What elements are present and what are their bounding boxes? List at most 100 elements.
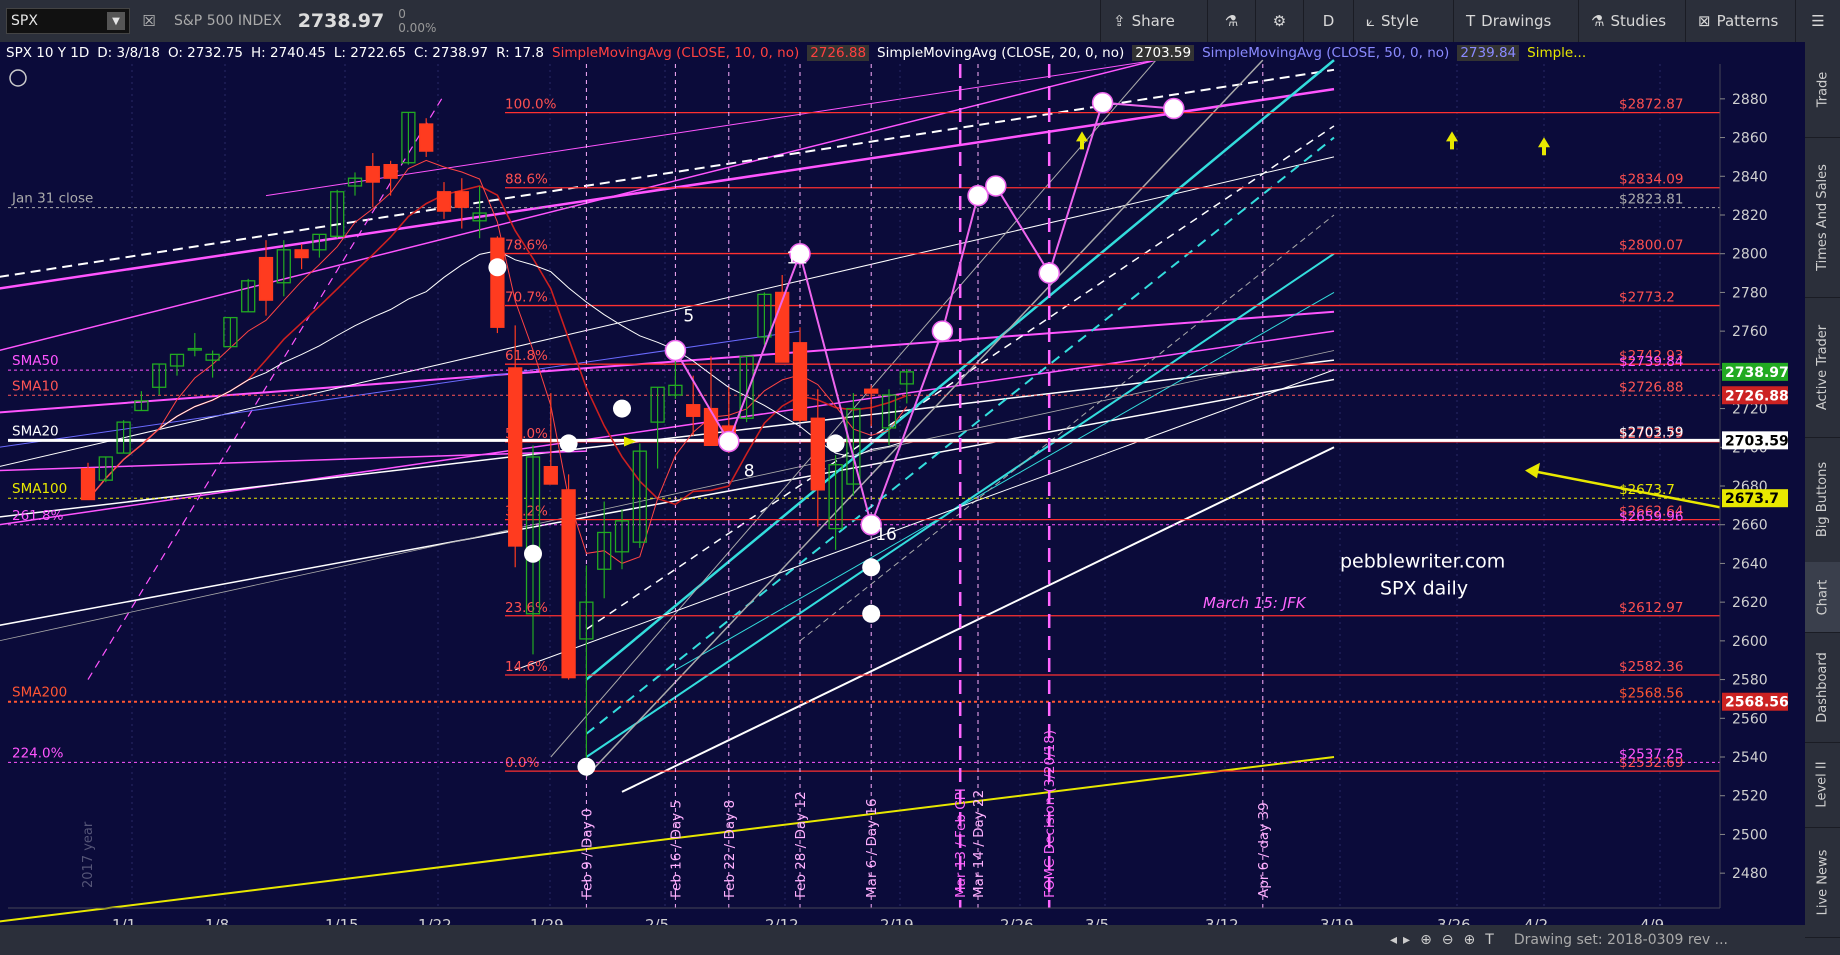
style-button[interactable]: ⟀ Style: [1353, 0, 1453, 42]
fib-price-label: $2800.07: [1619, 238, 1683, 254]
tab-times-and-sales[interactable]: Times And Sales: [1805, 137, 1840, 298]
style-icon: ⟀: [1366, 12, 1375, 30]
crosshair-icon[interactable]: ⊕: [1420, 932, 1432, 948]
tab-level-ii[interactable]: Level II: [1805, 742, 1840, 828]
tab-live-news-label: Live News: [1815, 849, 1830, 915]
level-price-label: $2568.56: [1619, 686, 1683, 702]
tab-dashboard[interactable]: Dashboard: [1805, 632, 1840, 743]
candle-body: [525, 456, 541, 615]
candle-body: [757, 293, 772, 338]
fib-label: 78.6%: [505, 238, 548, 254]
event-label: Mar 14 / Day 22: [971, 790, 987, 898]
marker-dot: [862, 604, 881, 623]
high-label: H: 2740.45: [251, 45, 326, 61]
level-price-label: $2703.59: [1619, 424, 1683, 440]
scroll-left-icon[interactable]: ◂: [1390, 932, 1398, 948]
sma10-label[interactable]: SimpleMovingAvg (CLOSE, 10, 0, no): [552, 45, 800, 61]
candle-body: [579, 601, 594, 640]
fib-label: 14.6%: [505, 659, 548, 675]
candle-body: [365, 165, 380, 183]
fib-label: 88.6%: [505, 172, 548, 188]
x-tick-label: 1/22: [418, 916, 452, 925]
x-tick-label: 3/5: [1085, 916, 1109, 925]
scroll-right-icon[interactable]: ▸: [1403, 932, 1411, 948]
drawing-set-label[interactable]: Drawing set: 2018-0309 rev ...: [1513, 932, 1728, 948]
candle-body: [152, 363, 167, 388]
chevron-down-icon[interactable]: ▼: [107, 12, 125, 30]
symbol-selector[interactable]: SPX ▼: [6, 8, 130, 34]
tab-trade[interactable]: Trade: [1805, 42, 1840, 138]
fib-price-label: $2742.93: [1619, 348, 1683, 364]
fib-label: 100.0%: [505, 97, 557, 113]
candle-body: [169, 353, 185, 367]
patterns-button[interactable]: ⊠ Patterns: [1685, 0, 1795, 42]
candle-body: [187, 347, 202, 351]
candle-body: [419, 123, 434, 152]
sma20-label[interactable]: SimpleMovingAvg (CLOSE, 20, 0, no): [877, 45, 1125, 61]
candle-body: [472, 212, 487, 222]
up-arrow-icon: [1446, 131, 1458, 150]
candle-body: [686, 404, 701, 417]
timeframe-label: D: [1322, 12, 1335, 30]
candle-body: [330, 191, 345, 237]
candle-body: [846, 407, 861, 485]
projection-marker: [967, 184, 989, 207]
x-tick-label: 2/26: [1000, 916, 1034, 925]
price-chart[interactable]: 100.0% $2872.87 88.6% $2834.09 78.6% $2800.07…: [0, 42, 1805, 925]
candle-body: [347, 177, 363, 187]
sma50-value: 2739.84: [1457, 45, 1520, 61]
flask-button[interactable]: ⚗: [1207, 0, 1255, 42]
index-name: S&P 500 INDEX: [174, 13, 282, 29]
level-price-label: $2823.81: [1619, 192, 1683, 208]
tab-live-news[interactable]: Live News: [1805, 827, 1840, 938]
trend-lines: [0, 59, 1335, 923]
sma50-label[interactable]: SimpleMovingAvg (CLOSE, 50, 0, no): [1202, 45, 1450, 61]
tab-chart[interactable]: Chart: [1805, 562, 1840, 633]
studies-button[interactable]: ⚗ Studies: [1578, 0, 1685, 42]
candle-body: [703, 407, 719, 446]
event-label: Feb 22 / Day 8: [722, 800, 738, 898]
event-label: Feb 28 / Day 12: [793, 791, 809, 898]
candle-body: [241, 280, 256, 313]
candle-body: [80, 467, 96, 501]
fib-price-label: $2872.87: [1619, 97, 1683, 113]
event-label: Feb 16 / Day 5: [668, 800, 684, 898]
wave-label-16: 16: [875, 525, 897, 545]
projection-marker: [860, 513, 882, 536]
tab-times-and-sales-label: Times And Sales: [1815, 163, 1830, 271]
text-icon[interactable]: T: [1485, 932, 1494, 948]
level-price-label: $2726.88: [1619, 379, 1683, 395]
style-label: Style: [1381, 12, 1419, 30]
event-label: Feb 9 / Day 0: [579, 809, 595, 898]
price-change: 0 0.00%: [398, 7, 436, 35]
share-button[interactable]: ⇪ Share: [1100, 0, 1207, 42]
drawings-button[interactable]: T Drawings: [1453, 0, 1578, 42]
close-icon[interactable]: ☒: [142, 12, 156, 30]
zoom-in-icon[interactable]: ⊕: [1463, 932, 1476, 948]
menu-button[interactable]: ☰: [1795, 0, 1840, 42]
trend-line: [585, 59, 1335, 681]
candle-body: [881, 394, 897, 429]
tab-active-trader[interactable]: Active Trader: [1805, 297, 1840, 438]
fib-price-label: $2834.09: [1619, 172, 1683, 188]
candle-body: [668, 384, 683, 396]
projection-marker: [1091, 91, 1114, 114]
fib-price-label: $2702.79: [1619, 426, 1683, 442]
yellow-marker-icon: [624, 436, 636, 447]
wave-label-11: 11: [786, 248, 808, 268]
more-studies-label[interactable]: Simple...: [1527, 45, 1587, 61]
level-price-label: $2537.25: [1619, 746, 1683, 762]
timeframe-button[interactable]: D: [1303, 0, 1353, 42]
tab-big-buttons-label: Big Buttons: [1815, 461, 1831, 538]
axis-badge-label: 2738.97: [1725, 365, 1789, 381]
tab-big-buttons[interactable]: Big Buttons: [1805, 437, 1840, 563]
x-tick-label: 2/19: [880, 916, 914, 925]
projection-marker: [789, 242, 811, 265]
level-label: SMA200: [12, 685, 67, 701]
date-label: D: 3/8/18: [97, 45, 160, 61]
settings-button[interactable]: ⚙: [1255, 0, 1303, 42]
y-tick-label: 2720: [1732, 402, 1768, 418]
zoom-out-icon[interactable]: ⊖: [1441, 932, 1454, 948]
x-tick-label: 3/12: [1205, 916, 1239, 925]
candle-body: [792, 342, 808, 421]
